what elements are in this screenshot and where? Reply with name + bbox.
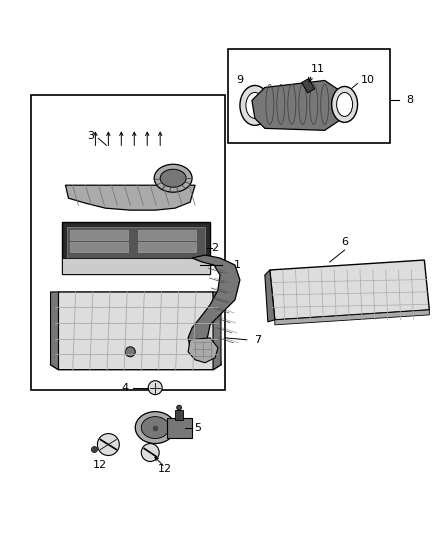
Polygon shape [275, 310, 429, 325]
Polygon shape [50, 292, 59, 370]
Bar [71, 242, 128, 252]
Polygon shape [270, 260, 429, 320]
Text: 5: 5 [194, 423, 201, 433]
Text: 6: 6 [341, 237, 348, 247]
Bar [167, 417, 192, 438]
Bar [175, 410, 183, 419]
Ellipse shape [332, 86, 357, 123]
Ellipse shape [337, 92, 353, 116]
Circle shape [92, 447, 97, 453]
Polygon shape [50, 292, 221, 370]
Bar [228, 49, 390, 143]
Text: 1: 1 [233, 260, 240, 270]
Ellipse shape [141, 417, 169, 439]
Ellipse shape [97, 433, 119, 456]
Polygon shape [66, 185, 195, 210]
Ellipse shape [246, 92, 264, 118]
Ellipse shape [154, 164, 192, 192]
Text: 7: 7 [254, 335, 261, 345]
Ellipse shape [141, 443, 159, 462]
Circle shape [177, 405, 182, 410]
Bar [67, 227, 205, 261]
Bar [31, 95, 225, 390]
Bar [302, 78, 314, 93]
Circle shape [125, 347, 135, 357]
Bar [63, 258, 210, 274]
Bar [63, 222, 210, 274]
Circle shape [148, 381, 162, 394]
Ellipse shape [135, 411, 175, 443]
Polygon shape [213, 292, 221, 370]
Text: 12: 12 [158, 464, 172, 474]
Polygon shape [265, 270, 275, 322]
Polygon shape [188, 338, 218, 363]
Text: 9: 9 [237, 76, 244, 85]
Polygon shape [252, 80, 339, 131]
Text: 8: 8 [406, 95, 413, 106]
Ellipse shape [240, 85, 270, 125]
Text: 3: 3 [87, 131, 94, 141]
Polygon shape [188, 255, 240, 350]
Bar [138, 230, 196, 240]
Bar [71, 230, 128, 240]
Text: 12: 12 [93, 461, 107, 471]
Text: 4: 4 [122, 383, 129, 393]
Ellipse shape [160, 169, 186, 187]
Bar [138, 242, 196, 252]
Text: 11: 11 [311, 63, 325, 74]
Text: 2: 2 [212, 243, 219, 253]
Text: 10: 10 [360, 76, 374, 85]
